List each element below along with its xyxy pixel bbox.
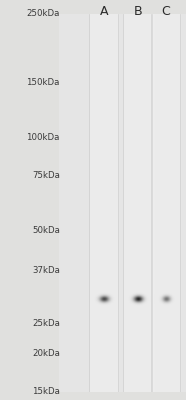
Text: 50kDa: 50kDa bbox=[32, 226, 60, 235]
Text: 100kDa: 100kDa bbox=[26, 133, 60, 142]
Text: 25kDa: 25kDa bbox=[32, 319, 60, 328]
Text: 37kDa: 37kDa bbox=[32, 266, 60, 275]
Text: B: B bbox=[133, 5, 142, 18]
Text: A: A bbox=[100, 5, 108, 18]
Text: 75kDa: 75kDa bbox=[32, 171, 60, 180]
Text: 250kDa: 250kDa bbox=[26, 10, 60, 18]
Text: 15kDa: 15kDa bbox=[32, 388, 60, 396]
Text: 20kDa: 20kDa bbox=[32, 349, 60, 358]
Text: 150kDa: 150kDa bbox=[26, 78, 60, 87]
Text: C: C bbox=[161, 5, 170, 18]
